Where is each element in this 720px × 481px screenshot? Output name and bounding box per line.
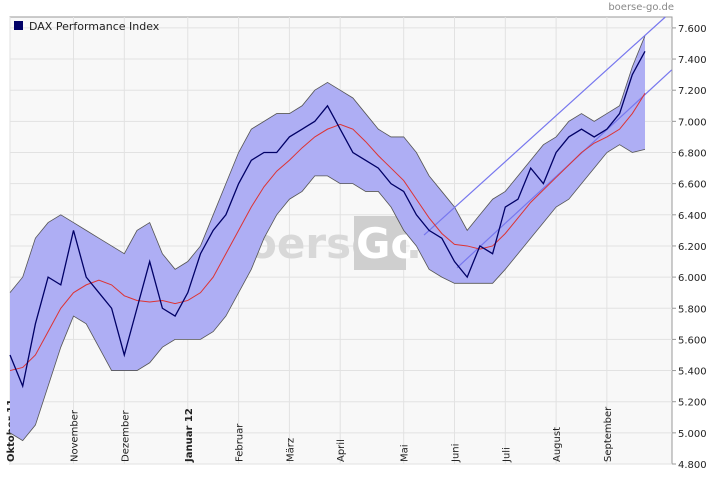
y-tick-label: 7.400 [678,55,707,66]
y-tick-label: 4.800 [678,460,707,471]
band-fill [10,35,645,441]
y-tick-label: 7.000 [678,117,707,128]
y-tick-label: 6.200 [678,242,707,253]
y-tick-label: 5.600 [678,335,707,346]
legend-label: DAX Performance Index [29,20,160,33]
x-tick-label: Juli [501,447,512,463]
y-tick-label: 6.400 [678,211,707,222]
y-tick-label: 6.800 [678,149,707,160]
x-tick-label: April [336,439,347,462]
y-tick-label: 7.200 [678,86,707,97]
x-tick-label: Dezember [120,410,131,462]
band-line [9,144,646,442]
x-tick-label: Juni [451,444,462,463]
watermark-box [354,216,406,270]
x-tick-label: März [285,438,296,462]
y-tick-label: 6.600 [678,180,707,191]
y-tick-label: 5.200 [678,398,707,409]
trend-channel [423,16,666,236]
source: boerse-go.de [608,2,674,13]
y-tick-label: 5.400 [678,367,707,378]
x-tick-label: Mai [400,444,411,462]
y-tick-label: 7.600 [678,24,707,35]
y-tick-label: 6.000 [678,273,707,284]
moving-average [9,93,646,372]
x-tick-label: Februar [235,423,246,462]
x-tick-label: August [552,427,563,462]
legend-swatch [14,21,23,30]
y-tick-label: 5.800 [678,304,707,315]
price-line [9,50,646,389]
x-tick-label: Januar 12 [184,408,195,463]
x-tick-label: September [603,406,614,462]
y-tick-label: 5.000 [678,429,707,440]
band-line [9,35,646,293]
x-tick-label: November [70,409,81,462]
